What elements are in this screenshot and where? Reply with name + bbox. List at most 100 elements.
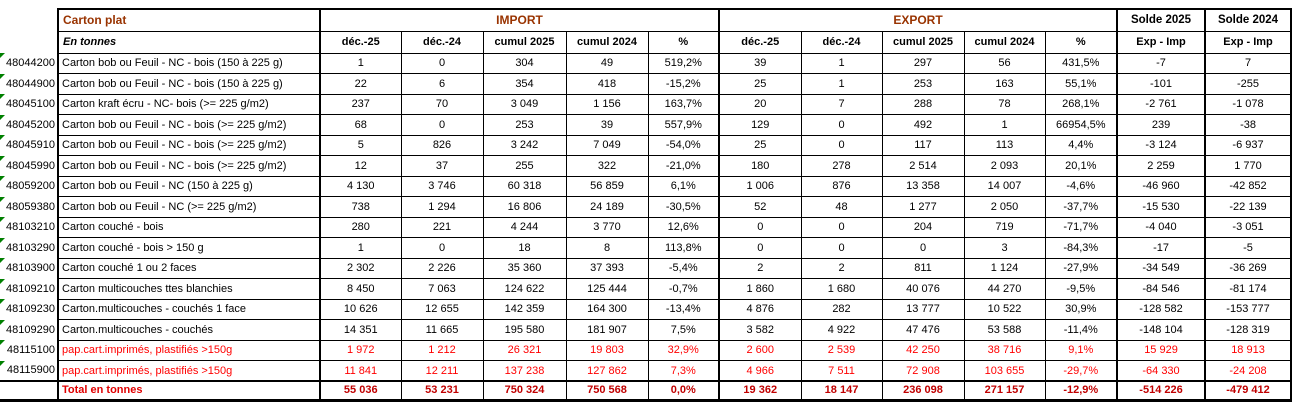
import-value-cell[interactable]: 37 — [400, 155, 484, 177]
export-value-cell[interactable]: 4 922 — [800, 319, 883, 341]
export-value-cell[interactable]: -84,3% — [1044, 237, 1118, 259]
export-value-cell[interactable]: 0 — [718, 237, 802, 259]
import-value-cell[interactable]: 37 393 — [565, 257, 649, 279]
import-cumul2025-header[interactable]: cumul 2025 — [482, 30, 567, 54]
total-export-cell[interactable]: 19 362 — [718, 380, 802, 402]
export-value-cell[interactable]: -11,4% — [1044, 319, 1118, 341]
export-value-cell[interactable]: 56 — [963, 52, 1046, 74]
total-solde-2024-cell[interactable]: -479 412 — [1204, 380, 1293, 402]
import-value-cell[interactable]: 7,5% — [647, 319, 720, 341]
row-label-cell[interactable]: Carton couché 1 ou 2 faces — [57, 257, 321, 279]
section-solde-2025[interactable]: Solde 2025 — [1116, 8, 1206, 32]
solde-2025-cell[interactable]: -4 040 — [1116, 216, 1206, 238]
row-label-cell[interactable]: Carton bob ou Feuil - NC - bois (>= 225 … — [57, 134, 321, 156]
export-value-cell[interactable]: 25 — [718, 134, 802, 156]
total-export-cell[interactable]: -12,9% — [1044, 380, 1118, 402]
import-value-cell[interactable]: 4 130 — [319, 175, 402, 197]
export-value-cell[interactable]: 811 — [881, 257, 965, 279]
export-value-cell[interactable]: 1 680 — [800, 278, 883, 300]
import-value-cell[interactable]: 1 — [319, 237, 402, 259]
export-value-cell[interactable]: 431,5% — [1044, 52, 1118, 74]
export-value-cell[interactable]: 103 655 — [963, 360, 1046, 382]
export-value-cell[interactable]: 492 — [881, 114, 965, 136]
solde-2024-cell[interactable]: -36 269 — [1204, 257, 1293, 279]
row-code-cell[interactable]: 48044900 — [0, 73, 58, 95]
row-code-cell[interactable]: 48115900 — [0, 360, 58, 382]
import-value-cell[interactable]: 1 972 — [319, 339, 402, 361]
solde-2024-cell[interactable]: 7 — [1204, 52, 1293, 74]
import-value-cell[interactable]: 113,8% — [647, 237, 720, 259]
import-value-cell[interactable]: 12 — [319, 155, 402, 177]
export-value-cell[interactable]: 268,1% — [1044, 93, 1118, 115]
export-value-cell[interactable]: 288 — [881, 93, 965, 115]
total-code-spacer[interactable] — [0, 380, 58, 402]
export-value-cell[interactable]: 39 — [718, 52, 802, 74]
import-value-cell[interactable]: 181 907 — [565, 319, 649, 341]
import-value-cell[interactable]: 280 — [319, 216, 402, 238]
row-code-cell[interactable]: 48045100 — [0, 94, 58, 115]
import-value-cell[interactable]: 0 — [400, 237, 484, 259]
import-value-cell[interactable]: 164 300 — [565, 298, 649, 320]
import-value-cell[interactable]: 3 049 — [482, 93, 567, 115]
import-value-cell[interactable]: 354 — [482, 73, 567, 95]
export-value-cell[interactable]: 7 511 — [800, 360, 883, 382]
solde-2024-cell[interactable]: -22 139 — [1204, 196, 1293, 218]
import-value-cell[interactable]: 18 — [482, 237, 567, 259]
import-value-cell[interactable]: 70 — [400, 93, 484, 115]
export-value-cell[interactable]: 0 — [800, 114, 883, 136]
export-value-cell[interactable]: 44 270 — [963, 278, 1046, 300]
import-value-cell[interactable]: 35 360 — [482, 257, 567, 279]
export-value-cell[interactable]: 40 076 — [881, 278, 965, 300]
export-value-cell[interactable]: 1 860 — [718, 278, 802, 300]
solde-2024-cell[interactable]: -1 078 — [1204, 93, 1293, 115]
solde-2024-cell[interactable]: -38 — [1204, 114, 1293, 136]
export-value-cell[interactable]: 297 — [881, 52, 965, 74]
import-value-cell[interactable]: 253 — [482, 114, 567, 136]
import-value-cell[interactable]: 8 450 — [319, 278, 402, 300]
export-value-cell[interactable]: 7 — [800, 93, 883, 115]
export-value-cell[interactable]: 42 250 — [881, 339, 965, 361]
import-value-cell[interactable]: 1 156 — [565, 93, 649, 115]
import-value-cell[interactable]: 3 746 — [400, 175, 484, 197]
import-value-cell[interactable]: 1 294 — [400, 196, 484, 218]
import-value-cell[interactable]: 418 — [565, 73, 649, 95]
solde-2024-cell[interactable]: 1 770 — [1204, 155, 1293, 177]
total-import-cell[interactable]: 53 231 — [400, 380, 484, 402]
row-label-cell[interactable]: Carton bob ou Feuil - NC - bois (>= 225 … — [57, 114, 321, 136]
export-value-cell[interactable]: 2 — [800, 257, 883, 279]
row-label-cell[interactable]: Carton bob ou Feuil - NC - bois (150 à 2… — [57, 73, 321, 95]
import-value-cell[interactable]: 1 212 — [400, 339, 484, 361]
import-dec24-header[interactable]: déc.-24 — [400, 30, 484, 54]
import-value-cell[interactable]: -21,0% — [647, 155, 720, 177]
export-value-cell[interactable]: 78 — [963, 93, 1046, 115]
import-value-cell[interactable]: 2 302 — [319, 257, 402, 279]
export-value-cell[interactable]: 719 — [963, 216, 1046, 238]
solde-2024-cell[interactable]: 18 913 — [1204, 339, 1293, 361]
export-value-cell[interactable]: -27,9% — [1044, 257, 1118, 279]
export-value-cell[interactable]: 72 908 — [881, 360, 965, 382]
total-import-cell[interactable]: 750 568 — [565, 380, 649, 402]
solde-2024-cell[interactable]: -153 777 — [1204, 298, 1293, 320]
import-value-cell[interactable]: 60 318 — [482, 175, 567, 197]
export-value-cell[interactable]: 4 966 — [718, 360, 802, 382]
import-value-cell[interactable]: -13,4% — [647, 298, 720, 320]
table-title[interactable]: Carton plat — [57, 8, 321, 32]
import-value-cell[interactable]: 11 665 — [400, 319, 484, 341]
import-value-cell[interactable]: 124 622 — [482, 278, 567, 300]
export-pct-header[interactable]: % — [1044, 30, 1118, 54]
export-value-cell[interactable]: 1 006 — [718, 175, 802, 197]
import-value-cell[interactable]: 22 — [319, 73, 402, 95]
export-value-cell[interactable]: 129 — [718, 114, 802, 136]
row-code-cell[interactable]: 48109210 — [0, 278, 58, 300]
import-value-cell[interactable]: 1 — [319, 52, 402, 74]
total-solde-2025-cell[interactable]: -514 226 — [1116, 380, 1206, 402]
export-value-cell[interactable]: 113 — [963, 134, 1046, 156]
export-value-cell[interactable]: 52 — [718, 196, 802, 218]
import-value-cell[interactable]: 14 351 — [319, 319, 402, 341]
import-value-cell[interactable]: 12,6% — [647, 216, 720, 238]
export-value-cell[interactable]: 55,1% — [1044, 73, 1118, 95]
row-code-cell[interactable]: 48115100 — [0, 340, 58, 361]
export-value-cell[interactable]: 48 — [800, 196, 883, 218]
export-value-cell[interactable]: 0 — [800, 134, 883, 156]
solde-2024-cell[interactable]: -81 174 — [1204, 278, 1293, 300]
